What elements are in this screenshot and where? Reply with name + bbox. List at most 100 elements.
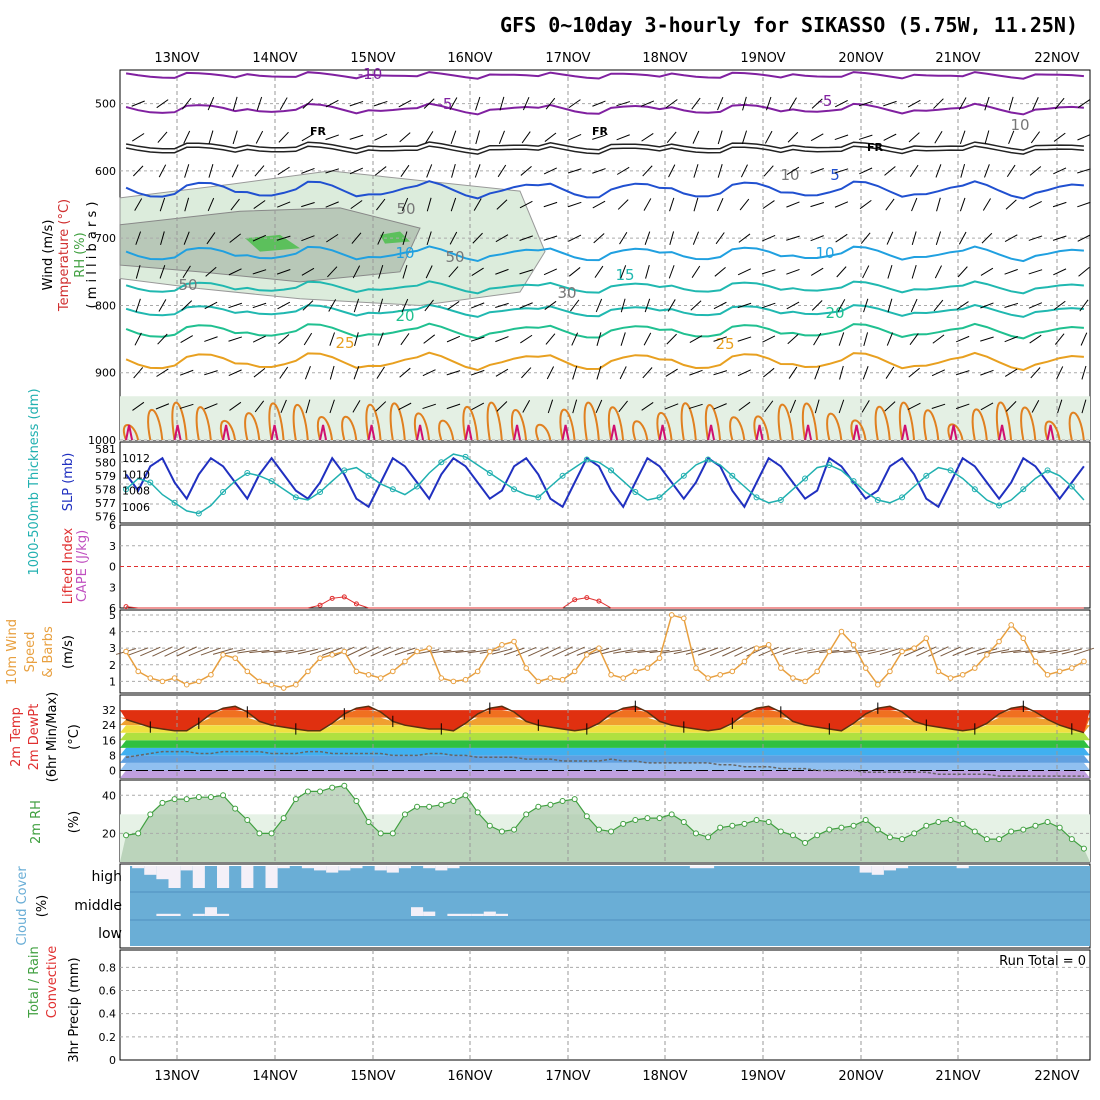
wind-barb	[349, 167, 364, 175]
surface-contour	[998, 424, 1007, 441]
y-tick-label: 0.2	[99, 1031, 117, 1044]
y-axis-label-upper: Wind (m/s)Temperature (°C)RH (%)	[41, 199, 88, 312]
wind-barb	[619, 231, 628, 245]
wind-speed-point	[438, 675, 445, 681]
wind-speed-point	[959, 671, 966, 678]
thickness-point	[220, 488, 227, 495]
lifted-point	[123, 604, 129, 610]
wind-barb	[764, 400, 774, 413]
wind-barb	[1030, 367, 1041, 379]
rh-point	[850, 822, 857, 829]
rh-region	[120, 396, 1090, 440]
panel-border	[119, 949, 1091, 1061]
thickness-point	[244, 470, 251, 477]
contour-label: 10	[395, 244, 414, 262]
rh-point	[1056, 824, 1063, 831]
wind-speed-point	[984, 652, 990, 658]
wind-barb	[1028, 269, 1043, 275]
wind-barb	[907, 402, 921, 410]
rh-point	[911, 830, 918, 837]
wind-barb	[1004, 302, 1019, 309]
wind-barb	[376, 366, 385, 379]
thickness-point	[123, 486, 130, 493]
wind-barb	[909, 164, 919, 177]
rh-point	[147, 811, 154, 818]
wind-barb	[834, 168, 849, 174]
date-label: 22NOV	[1034, 51, 1079, 66]
y-axis-label-lifted: Lifted Index	[61, 527, 76, 604]
surface-contour	[583, 401, 600, 441]
wind-barb	[763, 165, 774, 177]
cloud-bar-high	[241, 866, 254, 888]
y-tick-label: 700	[95, 232, 116, 245]
wind-barb	[521, 131, 531, 144]
wind-barb	[935, 164, 942, 178]
y-axis-label-slp: SLP (mb)	[61, 453, 76, 512]
surface-contour	[125, 424, 134, 441]
contour-label: FR	[310, 125, 327, 138]
wind-barb	[496, 199, 508, 210]
wind-barb	[959, 130, 966, 145]
wind-barb	[693, 197, 699, 212]
wind-speed-point	[875, 681, 881, 688]
wind-barb	[181, 97, 192, 110]
wind-barb	[1001, 649, 1022, 654]
thickness-point	[389, 486, 396, 493]
wind-barb	[592, 134, 606, 140]
wind-barb	[378, 298, 384, 313]
wind-barb	[158, 299, 167, 312]
y-tick-label: 578	[95, 483, 116, 496]
wind-barb	[1028, 235, 1043, 241]
surface-contour	[510, 409, 528, 441]
cloud-bar-high	[398, 866, 411, 869]
y-axis-label-precip: Total / Rain	[27, 946, 42, 1019]
y-tick-label: 800	[95, 299, 116, 312]
y-axis-label-precip-part: Convective	[45, 946, 60, 1019]
wind-barb	[134, 198, 143, 211]
wind-barb	[278, 334, 290, 345]
wind-barb	[278, 131, 289, 143]
wind-speed-point	[850, 642, 857, 648]
wind-barb	[617, 199, 629, 210]
y-axis-label-cloud: Cloud Cover	[15, 866, 30, 946]
wind-speed-point	[402, 658, 408, 665]
wind-barb	[911, 264, 917, 279]
y-axis-label-cape-part: CAPE (J/kg)	[75, 530, 90, 602]
wind-speed-point	[947, 675, 954, 681]
wind-barb	[884, 401, 896, 412]
temp-band	[120, 770, 1090, 778]
wind-barb	[692, 231, 700, 245]
wind-barb	[668, 265, 675, 279]
rh-point	[353, 797, 360, 804]
y-tick-label: 0	[109, 764, 116, 777]
wind-barb	[637, 649, 658, 654]
wind-speed-point	[790, 675, 796, 681]
wind-barb	[1054, 333, 1065, 345]
date-label: 18NOV	[642, 51, 687, 66]
wind-barb	[261, 649, 282, 654]
date-label: 16NOV	[447, 51, 492, 66]
contour-label: 20	[825, 304, 844, 322]
rh-point	[947, 817, 954, 824]
wind-barb	[738, 401, 751, 411]
wind-barb	[229, 401, 242, 411]
surface-contour	[219, 420, 237, 441]
wind-barb	[955, 403, 970, 410]
wind-barb	[543, 167, 557, 175]
contour-line	[125, 322, 1084, 340]
wind-barb	[887, 298, 893, 313]
surface-contour	[416, 424, 425, 441]
thickness-point	[705, 456, 712, 463]
wind-barb	[425, 265, 433, 279]
wind-barb	[1077, 201, 1091, 208]
thickness-point	[559, 472, 566, 479]
rh-point	[438, 801, 445, 808]
wind-barb	[471, 267, 484, 276]
wind-speed-point	[559, 676, 566, 683]
wind-barb	[916, 646, 937, 657]
wind-barb	[253, 367, 266, 378]
rh-point	[717, 824, 724, 831]
wind-barb	[382, 646, 404, 657]
contour-label: 50	[178, 276, 197, 294]
